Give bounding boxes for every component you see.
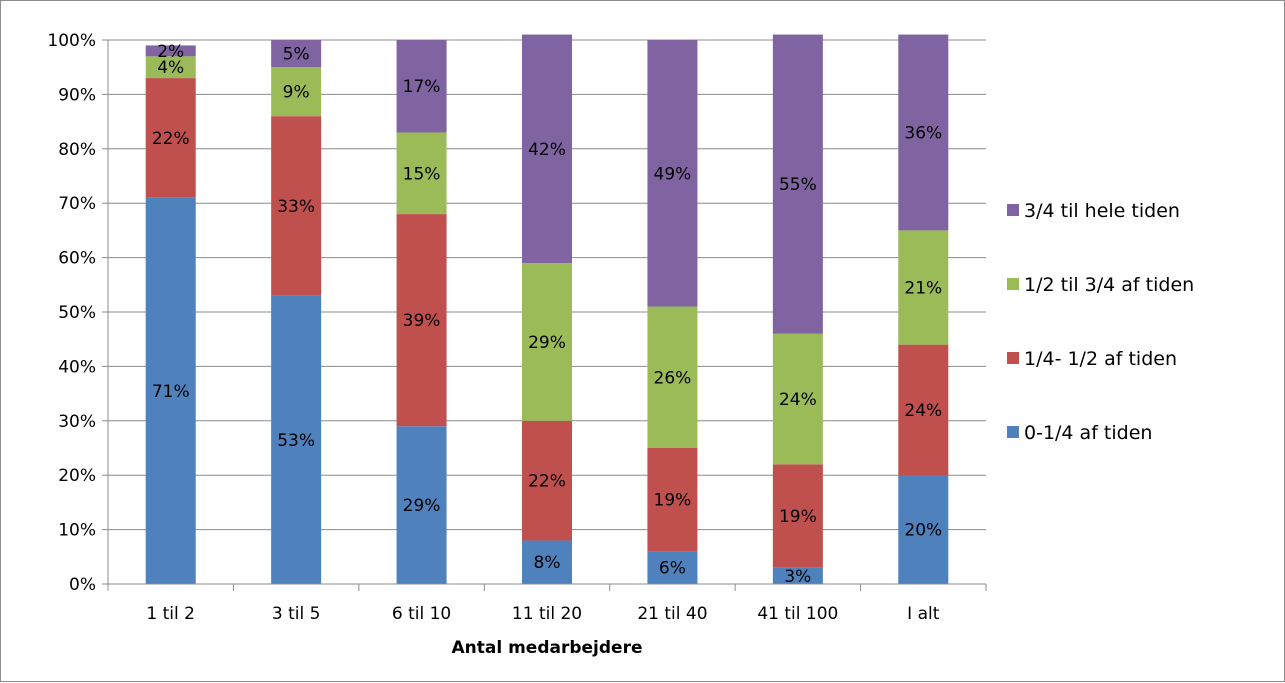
y-tick-label: 90% bbox=[58, 85, 96, 105]
data-label: 36% bbox=[904, 123, 942, 143]
data-labels: 71% 22% 4%2% 53% 33% 9% 5% 29% 39% 15% 17% 8% 22% 29%… bbox=[152, 42, 942, 587]
y-tick-label: 50% bbox=[58, 303, 96, 323]
bar-segment bbox=[145, 56, 196, 79]
bar-segment bbox=[145, 197, 196, 584]
data-label: 6% bbox=[659, 559, 686, 579]
legend-swatch bbox=[1007, 204, 1019, 216]
data-label: 39% bbox=[403, 311, 441, 331]
x-tick-label: 11 til 20 bbox=[512, 604, 582, 624]
axes: 0% 10% 20% 30% 40% 50% 60% 70% 80% 90% 100% 1 til 2… bbox=[47, 31, 987, 624]
bar-segment bbox=[396, 214, 447, 427]
bar-segment bbox=[522, 420, 572, 541]
legend-label: 0-1/4 af tiden bbox=[1024, 422, 1152, 444]
legend-label: 1/4- 1/2 af tiden bbox=[1024, 348, 1177, 370]
data-label: 19% bbox=[779, 507, 817, 527]
bar-segment bbox=[522, 263, 572, 421]
data-label: 15% bbox=[403, 164, 441, 184]
data-label: 26% bbox=[654, 368, 692, 388]
bar-segment bbox=[647, 448, 698, 552]
bar-segment bbox=[396, 132, 447, 215]
bar-segment bbox=[898, 475, 949, 584]
y-tick-label: 10% bbox=[58, 521, 96, 541]
y-tick-label: 80% bbox=[58, 140, 96, 160]
data-label: 21% bbox=[904, 279, 942, 299]
bar-segment bbox=[271, 295, 322, 584]
data-label: 22% bbox=[528, 472, 566, 492]
data-label: 3% bbox=[784, 567, 811, 587]
bar-segment bbox=[898, 230, 949, 345]
data-label: 53% bbox=[277, 431, 315, 451]
x-tick-label: 6 til 10 bbox=[392, 604, 451, 624]
data-label: 9% bbox=[283, 83, 310, 103]
legend-swatch bbox=[1007, 278, 1019, 290]
data-label: 2% bbox=[157, 42, 184, 62]
bar-segment bbox=[271, 116, 322, 296]
data-label: 71% bbox=[152, 382, 190, 402]
bar-segment bbox=[772, 333, 823, 465]
data-label: 24% bbox=[779, 390, 817, 410]
y-tick-label: 70% bbox=[58, 194, 96, 214]
y-tick-label: 40% bbox=[58, 357, 96, 377]
bar-segment bbox=[898, 344, 949, 476]
bar-segment bbox=[145, 78, 196, 198]
y-tick-label: 0% bbox=[69, 575, 96, 595]
bar-segment bbox=[271, 67, 322, 117]
y-tick-label: 100% bbox=[47, 31, 96, 51]
y-tick-label: 60% bbox=[58, 249, 96, 269]
data-label: 5% bbox=[283, 45, 310, 65]
data-label: 4% bbox=[157, 58, 184, 78]
bar-segment bbox=[647, 40, 698, 307]
x-tick-label: 3 til 5 bbox=[272, 604, 321, 624]
x-tick-label: 41 til 100 bbox=[757, 604, 838, 624]
bar-segment bbox=[396, 426, 447, 584]
bar-segment bbox=[396, 40, 447, 133]
bar-segment bbox=[772, 567, 823, 584]
bar-segment bbox=[898, 34, 949, 231]
x-tick-label: 1 til 2 bbox=[146, 604, 195, 624]
bars bbox=[145, 34, 949, 584]
data-label: 42% bbox=[528, 140, 566, 160]
y-tick-label: 30% bbox=[58, 412, 96, 432]
data-label: 24% bbox=[904, 401, 942, 421]
y-tick-label: 20% bbox=[58, 466, 96, 486]
legend-swatch bbox=[1007, 352, 1019, 364]
data-label: 22% bbox=[152, 129, 190, 149]
bar-segment bbox=[522, 540, 572, 584]
data-label: 33% bbox=[277, 197, 315, 217]
x-tick-label: 21 til 40 bbox=[637, 604, 707, 624]
data-label: 17% bbox=[403, 77, 441, 97]
x-tick-label: I alt bbox=[907, 604, 940, 624]
data-label: 20% bbox=[904, 521, 942, 541]
bar-segment bbox=[145, 45, 196, 57]
bar-segment bbox=[647, 551, 698, 584]
legend: 3/4 til hele tiden 1/2 til 3/4 af tiden 1/… bbox=[1007, 200, 1194, 444]
x-axis-title: Antal medarbejdere bbox=[451, 638, 642, 658]
legend-swatch bbox=[1007, 426, 1019, 438]
data-label: 8% bbox=[534, 553, 561, 573]
data-label: 19% bbox=[654, 491, 692, 511]
legend-label: 1/2 til 3/4 af tiden bbox=[1024, 274, 1194, 296]
legend-label: 3/4 til hele tiden bbox=[1024, 200, 1180, 222]
bar-segment bbox=[271, 40, 322, 68]
data-label: 55% bbox=[779, 175, 817, 195]
data-label: 29% bbox=[528, 333, 566, 353]
data-label: 29% bbox=[403, 496, 441, 516]
data-label: 49% bbox=[654, 164, 692, 184]
bar-segment bbox=[772, 34, 823, 334]
bar-segment bbox=[522, 34, 572, 264]
bar-segment bbox=[647, 306, 698, 448]
bar-segment bbox=[772, 464, 823, 568]
